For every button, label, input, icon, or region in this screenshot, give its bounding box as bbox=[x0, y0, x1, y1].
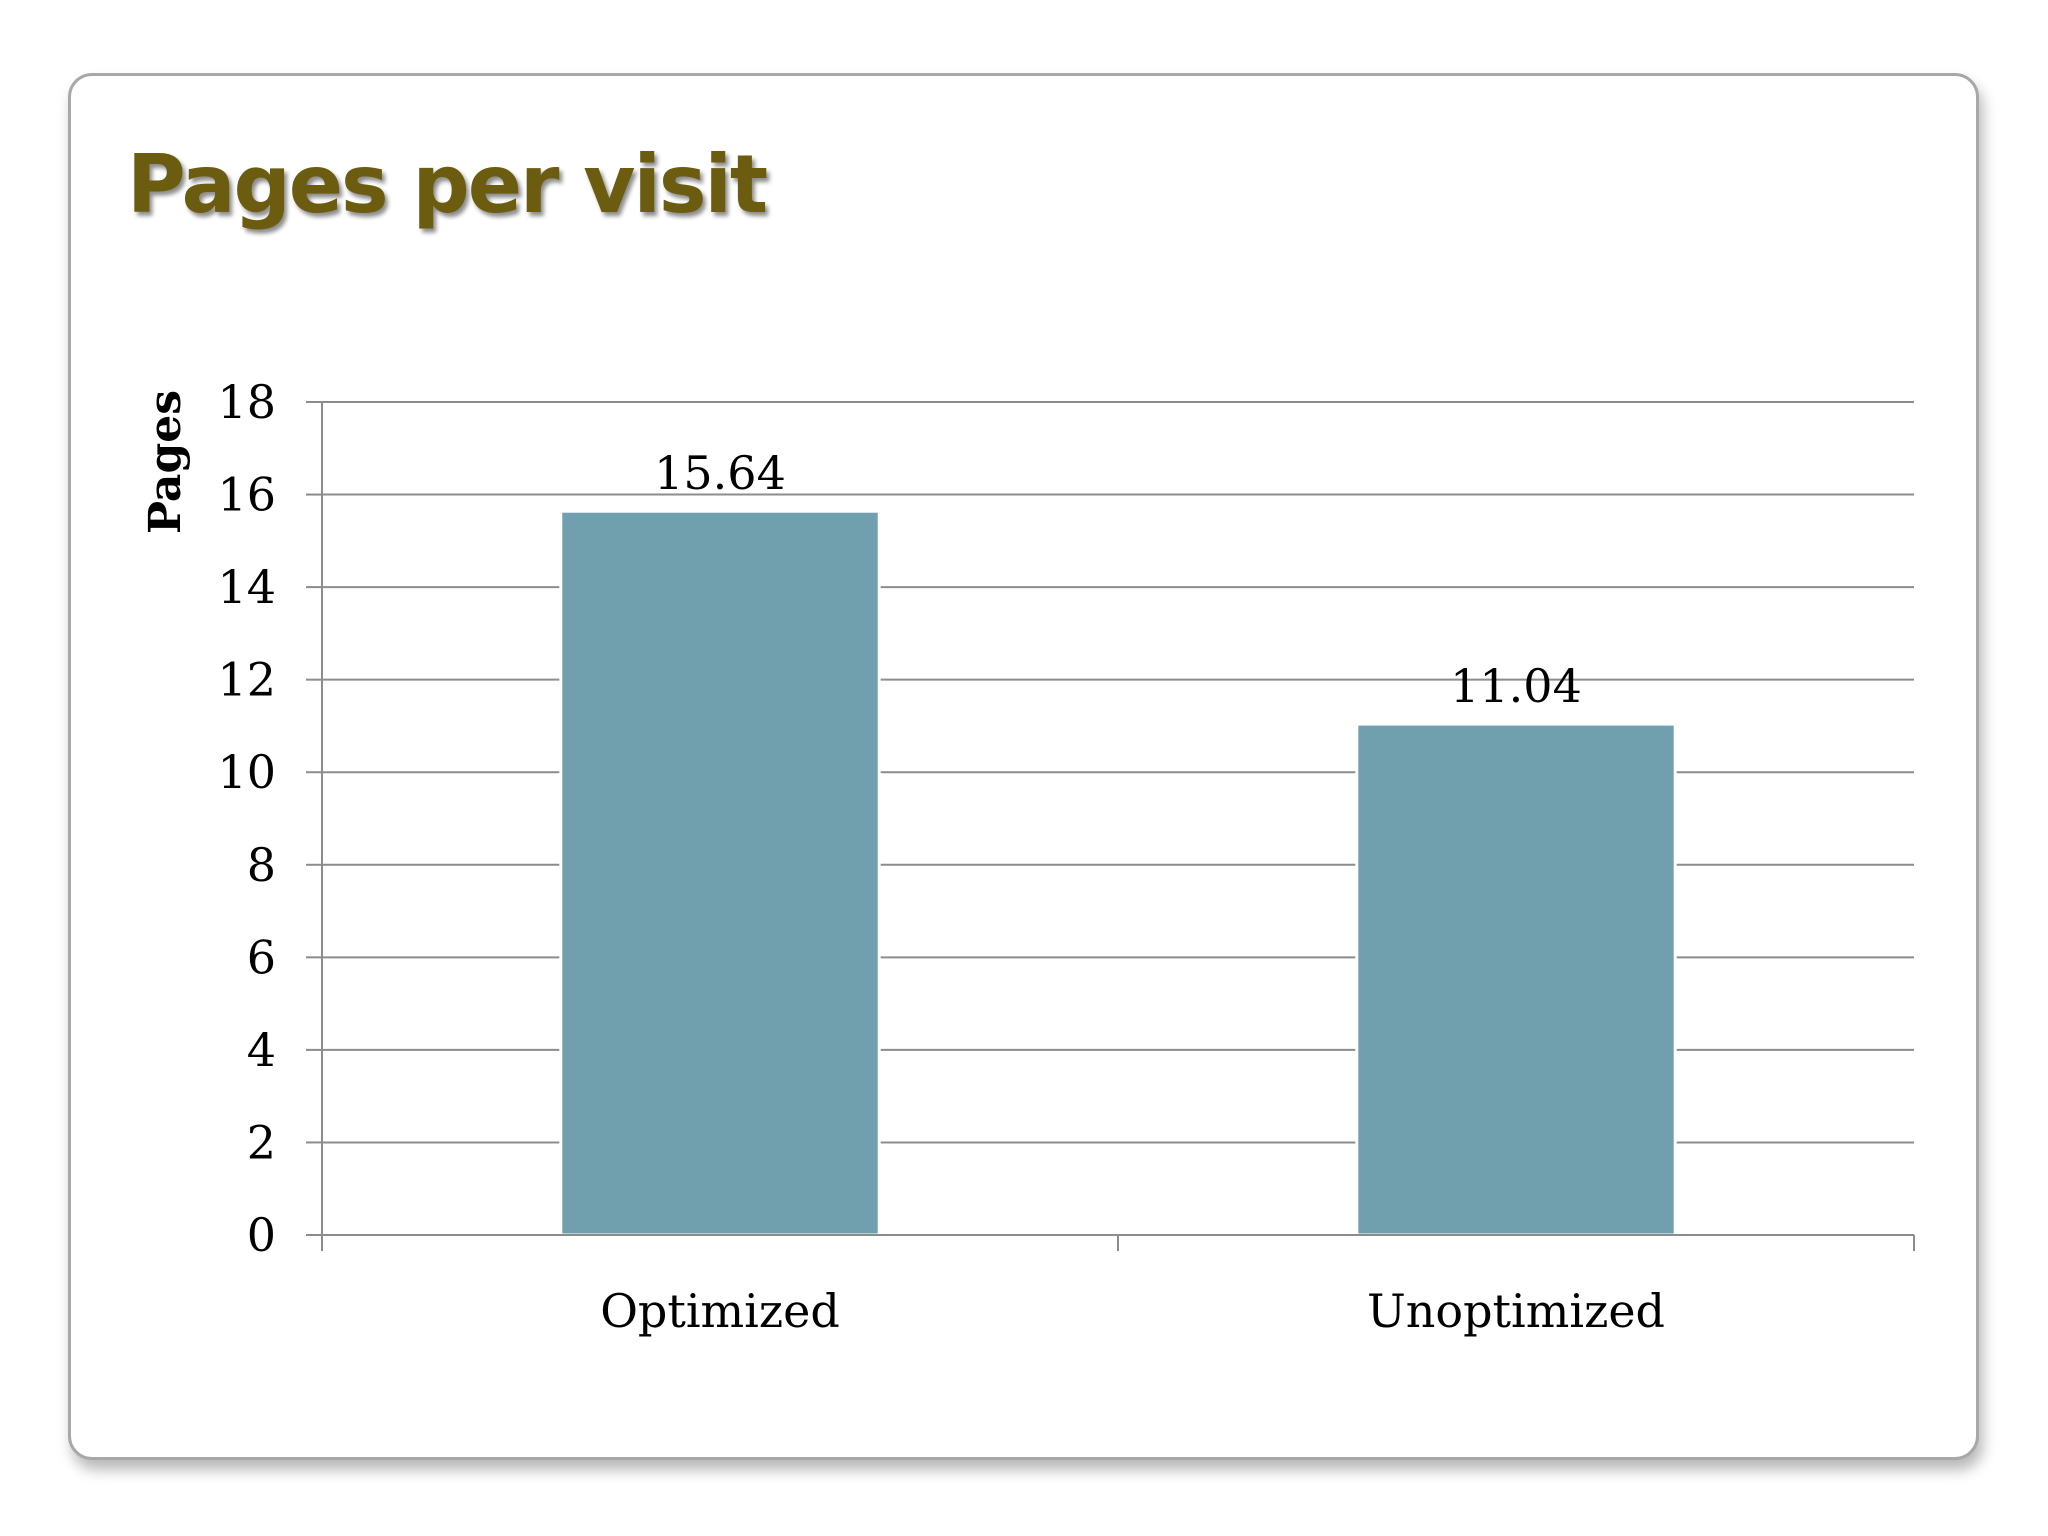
category-label: Optimized bbox=[600, 1284, 840, 1338]
category-label: Unoptimized bbox=[1367, 1284, 1665, 1338]
y-tick-label: 4 bbox=[247, 1023, 276, 1077]
data-label: 11.04 bbox=[1450, 659, 1582, 713]
chart-title: Pages per visit bbox=[127, 138, 768, 231]
y-tick-label: 0 bbox=[247, 1208, 276, 1262]
y-tick-label: 10 bbox=[217, 745, 276, 799]
y-tick-label: 6 bbox=[247, 930, 276, 984]
y-axis-title: Pages bbox=[140, 390, 191, 534]
y-tick-label: 12 bbox=[217, 653, 276, 707]
data-label: 15.64 bbox=[654, 446, 786, 500]
axes bbox=[306, 401, 1915, 1251]
bar-unoptimized bbox=[1355, 722, 1677, 1237]
data-labels: 15.64 11.04 bbox=[654, 446, 1582, 713]
bar-optimized bbox=[559, 509, 881, 1237]
y-tick-labels: 0 2 4 6 8 10 12 14 16 18 bbox=[217, 375, 276, 1262]
y-tick-label: 18 bbox=[217, 375, 276, 429]
y-tick-label: 16 bbox=[217, 468, 276, 522]
y-tick-label: 14 bbox=[217, 560, 276, 614]
bars bbox=[559, 509, 1677, 1237]
y-tick-label: 2 bbox=[247, 1115, 276, 1169]
y-tick-label: 8 bbox=[247, 838, 276, 892]
category-labels: Optimized Unoptimized bbox=[600, 1284, 1665, 1338]
